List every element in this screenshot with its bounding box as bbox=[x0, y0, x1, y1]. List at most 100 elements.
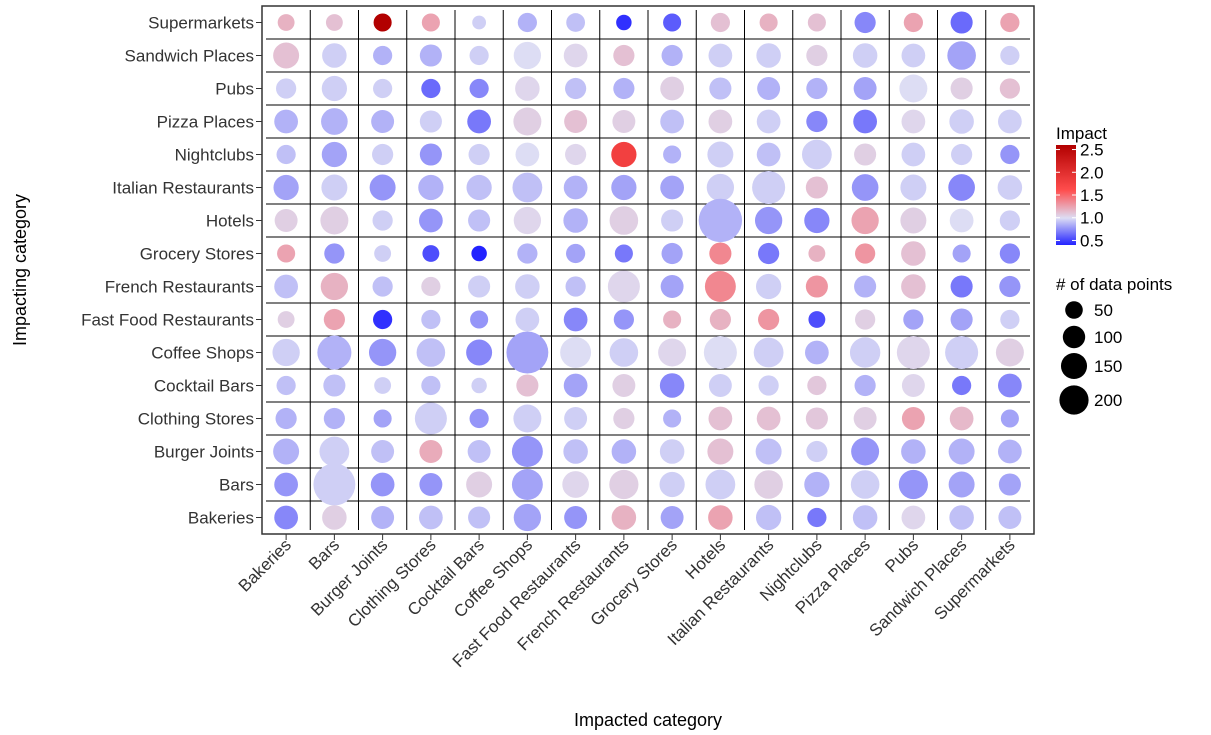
bubble-point bbox=[997, 439, 1022, 464]
bubble-point bbox=[418, 505, 443, 530]
bubble-point bbox=[805, 407, 828, 430]
size-legend-label: 50 bbox=[1094, 301, 1113, 320]
bubble-point bbox=[515, 142, 540, 167]
bubble-point bbox=[371, 440, 395, 463]
bubble-point bbox=[708, 406, 733, 431]
bubble-point bbox=[698, 198, 743, 243]
bubble-point bbox=[853, 77, 877, 100]
bubble-point bbox=[896, 335, 930, 370]
bubble-point bbox=[855, 309, 876, 330]
bubble-point bbox=[471, 377, 487, 394]
bubble-point bbox=[660, 175, 685, 200]
bubble-point bbox=[949, 208, 974, 233]
bubble-point bbox=[466, 339, 493, 366]
bubble-point bbox=[566, 13, 586, 32]
bubble-point bbox=[320, 272, 349, 301]
bubble-point bbox=[851, 437, 880, 466]
bubble-point bbox=[272, 338, 300, 367]
colorbar-tick-label: 2.0 bbox=[1080, 163, 1104, 182]
bubble-point bbox=[466, 174, 492, 201]
bubble-point bbox=[709, 308, 731, 331]
bubble-point bbox=[754, 206, 783, 235]
bubble-point bbox=[708, 43, 733, 68]
bubble-point bbox=[373, 78, 393, 99]
bubble-point bbox=[849, 337, 881, 368]
bubble-point bbox=[801, 139, 832, 170]
bubble-point bbox=[952, 244, 971, 263]
size-legend-label: 150 bbox=[1094, 357, 1122, 376]
colorbar-tick-label: 2.5 bbox=[1080, 141, 1104, 160]
bubble-point bbox=[947, 41, 976, 70]
y-tick-label: Pizza Places bbox=[157, 113, 254, 132]
bubble-point bbox=[707, 438, 734, 465]
bubble-point bbox=[421, 375, 441, 396]
bubble-point bbox=[805, 275, 828, 298]
bubble-point bbox=[707, 141, 734, 168]
bubble-point bbox=[752, 170, 786, 205]
y-tick-label: Hotels bbox=[206, 212, 254, 231]
size-legend-circle bbox=[1060, 352, 1088, 380]
bubble-point bbox=[563, 439, 588, 464]
bubble-point bbox=[950, 77, 973, 100]
bubble-point bbox=[611, 174, 637, 201]
bubble-point bbox=[806, 440, 828, 463]
bubble-point bbox=[661, 209, 684, 232]
bubble-point bbox=[560, 337, 592, 368]
bubble-point bbox=[703, 335, 737, 370]
bubble-point bbox=[513, 206, 542, 235]
bubble-point bbox=[708, 505, 733, 530]
bubble-point bbox=[274, 109, 299, 134]
bubble-point bbox=[370, 472, 395, 497]
y-axis-tick-labels: Supermarkets Sandwich Places Pubs Pizza Pla… bbox=[81, 14, 262, 528]
bubble-point bbox=[997, 175, 1023, 200]
bubble-point bbox=[273, 438, 300, 465]
bubble-point bbox=[852, 505, 878, 530]
bubble-point bbox=[563, 43, 588, 68]
bubble-point bbox=[708, 109, 733, 134]
bubble-point bbox=[371, 110, 395, 133]
bubble-point bbox=[373, 13, 392, 32]
bubble-point bbox=[565, 77, 587, 100]
bubble-point bbox=[320, 206, 349, 235]
bubble-point bbox=[851, 206, 879, 235]
bubble-point bbox=[854, 11, 876, 34]
bubble-point bbox=[368, 338, 397, 367]
y-tick-label: Sandwich Places bbox=[125, 47, 254, 66]
bubble-point bbox=[609, 338, 639, 367]
bubble-point bbox=[949, 406, 974, 431]
bubble-point bbox=[422, 245, 440, 262]
bubble-point bbox=[612, 110, 636, 133]
bubble-point bbox=[1000, 12, 1020, 33]
x-axis-title: Impacted category bbox=[574, 710, 722, 730]
x-tick-label: Pubs bbox=[881, 535, 922, 576]
bubble-point bbox=[512, 172, 543, 203]
bubble-point bbox=[903, 309, 924, 330]
bubble-point bbox=[804, 340, 829, 365]
bubble-point bbox=[313, 463, 356, 506]
bubble-point bbox=[469, 45, 489, 66]
bubble-point bbox=[854, 275, 877, 298]
bubble-point bbox=[418, 208, 443, 233]
legend-size-items: 50 100 150 200 bbox=[1059, 301, 1122, 415]
bubble-point bbox=[658, 338, 687, 367]
bubble-point bbox=[948, 174, 975, 201]
bubble-point bbox=[277, 244, 296, 263]
y-tick-label: Coffee Shops bbox=[151, 344, 254, 363]
bubble-point bbox=[276, 78, 297, 99]
bubble-point bbox=[609, 206, 639, 235]
bubble-point bbox=[373, 309, 393, 330]
bubble-point bbox=[563, 175, 588, 200]
bubble-point bbox=[854, 374, 876, 397]
bubble-point bbox=[660, 275, 684, 298]
bubble-point bbox=[611, 439, 637, 464]
bubble-point bbox=[616, 14, 632, 31]
bubble-point bbox=[321, 141, 348, 168]
bubble-point bbox=[999, 210, 1020, 231]
bubble-point bbox=[899, 74, 928, 103]
bubble-point bbox=[806, 44, 828, 67]
x-tick-label: Grocery Stores bbox=[587, 535, 681, 629]
legend-colorbar bbox=[1056, 145, 1076, 245]
y-tick-label: Bars bbox=[219, 476, 254, 495]
bubble-point bbox=[317, 335, 352, 370]
y-tick-label: Nightclubs bbox=[175, 146, 254, 165]
